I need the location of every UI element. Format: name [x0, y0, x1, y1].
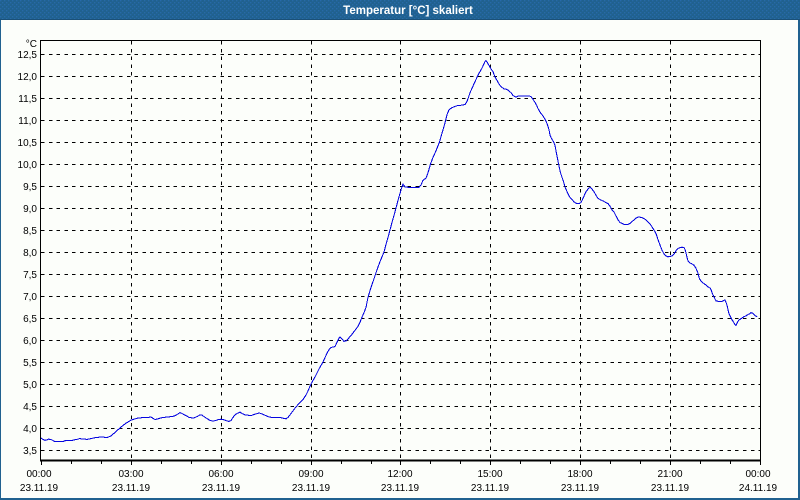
svg-text:Temperatur [°C] skaliert: Temperatur [°C] skaliert: [343, 5, 473, 17]
svg-text:12:00: 12:00: [387, 469, 412, 480]
svg-text:21:00: 21:00: [657, 469, 682, 480]
svg-text:03:00: 03:00: [118, 469, 143, 480]
svg-text:4,5: 4,5: [23, 402, 37, 413]
svg-text:23.11.19: 23.11.19: [471, 483, 510, 494]
svg-text:6,0: 6,0: [23, 336, 37, 347]
svg-text:11,5: 11,5: [18, 94, 37, 105]
svg-text:23.11.19: 23.11.19: [202, 483, 241, 494]
svg-text:5,5: 5,5: [23, 358, 37, 369]
svg-text:7,0: 7,0: [23, 292, 37, 303]
svg-text:9,5: 9,5: [23, 182, 37, 193]
svg-text:24.11.19: 24.11.19: [739, 483, 778, 494]
svg-text:8,5: 8,5: [23, 226, 37, 237]
svg-text:°C: °C: [26, 39, 37, 50]
svg-text:5,0: 5,0: [23, 380, 37, 391]
svg-text:10,5: 10,5: [18, 138, 38, 149]
svg-text:23.11.19: 23.11.19: [381, 483, 420, 494]
svg-text:4,0: 4,0: [23, 424, 37, 435]
svg-text:11,0: 11,0: [18, 116, 37, 127]
svg-text:3,5: 3,5: [23, 446, 37, 457]
svg-text:15:00: 15:00: [477, 469, 502, 480]
svg-text:10,0: 10,0: [18, 160, 38, 171]
svg-text:23.11.19: 23.11.19: [112, 483, 151, 494]
svg-text:18:00: 18:00: [567, 469, 592, 480]
svg-text:9,0: 9,0: [23, 204, 37, 215]
svg-text:7,5: 7,5: [23, 270, 37, 281]
svg-text:12,0: 12,0: [18, 72, 38, 83]
svg-text:23.11.19: 23.11.19: [651, 483, 690, 494]
svg-text:23.11.19: 23.11.19: [20, 483, 59, 494]
svg-text:00:00: 00:00: [745, 469, 770, 480]
svg-text:00:00: 00:00: [26, 469, 51, 480]
svg-text:8,0: 8,0: [23, 248, 37, 259]
svg-text:23.11.19: 23.11.19: [292, 483, 331, 494]
svg-text:06:00: 06:00: [208, 469, 233, 480]
svg-text:09:00: 09:00: [298, 469, 323, 480]
svg-text:12,5: 12,5: [18, 50, 38, 61]
svg-text:23.11.19: 23.11.19: [561, 483, 600, 494]
svg-text:6,5: 6,5: [23, 314, 37, 325]
